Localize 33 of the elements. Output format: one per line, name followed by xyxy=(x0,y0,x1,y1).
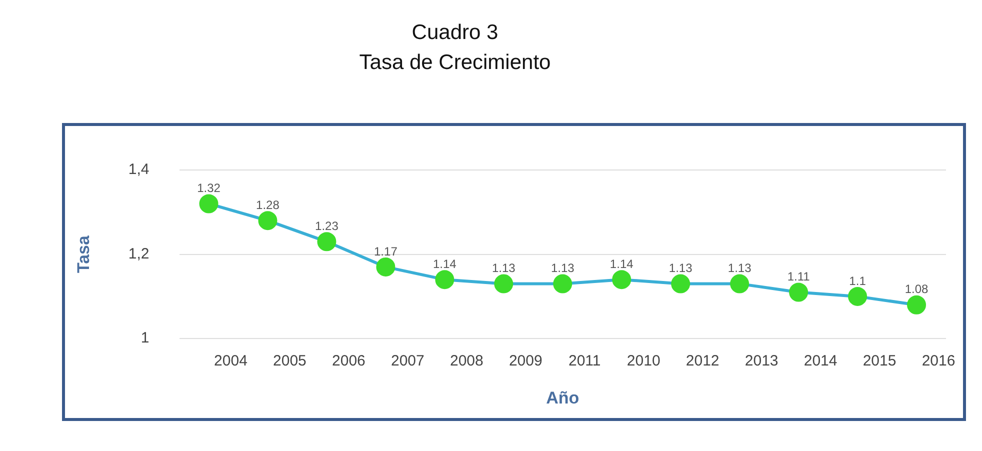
chart-subtitle: Tasa de Crecimiento xyxy=(358,50,552,76)
data-label: 1.13 xyxy=(550,261,575,276)
x-tick-label: 2004 xyxy=(214,352,248,370)
data-label: 1.17 xyxy=(374,244,398,258)
data-label: 1.08 xyxy=(904,282,929,296)
x-tick-label: 2007 xyxy=(390,352,424,370)
y-tick-label: 1 xyxy=(140,330,150,347)
y-tick-label: 1,2 xyxy=(128,245,150,262)
y-tick-label: 1,4 xyxy=(128,161,150,178)
chart-title: Cuadro 3 xyxy=(410,20,500,46)
x-tick-label: 2010 xyxy=(626,352,660,370)
data-label: 1.14 xyxy=(610,256,634,271)
data-label: 1.13 xyxy=(728,261,752,276)
data-label: 1.13 xyxy=(492,261,516,276)
x-tick-label: 2006 xyxy=(332,352,366,370)
x-tick-label: 2016 xyxy=(922,352,956,370)
data-label: 1.28 xyxy=(256,198,280,212)
x-tick-label: 2009 xyxy=(508,352,542,370)
x-tick-label: 2015 xyxy=(862,352,896,370)
x-axis-title: Año xyxy=(546,388,580,408)
x-tick-label: 2012 xyxy=(686,352,720,370)
data-label: 1.11 xyxy=(787,270,810,284)
data-label: 1.1 xyxy=(849,274,866,288)
x-tick-label: 2005 xyxy=(273,352,306,370)
x-tick-label: 2013 xyxy=(744,352,778,370)
data-label: 1.23 xyxy=(315,218,339,233)
x-tick-label: 2008 xyxy=(450,352,484,370)
x-tick-label: 2011 xyxy=(568,352,601,370)
x-tick-label: 2014 xyxy=(804,352,838,370)
data-label: 1.32 xyxy=(197,181,221,196)
data-label: 1.13 xyxy=(668,261,693,276)
y-axis-title: Tasa xyxy=(74,235,93,274)
data-label: 1.14 xyxy=(432,256,457,271)
